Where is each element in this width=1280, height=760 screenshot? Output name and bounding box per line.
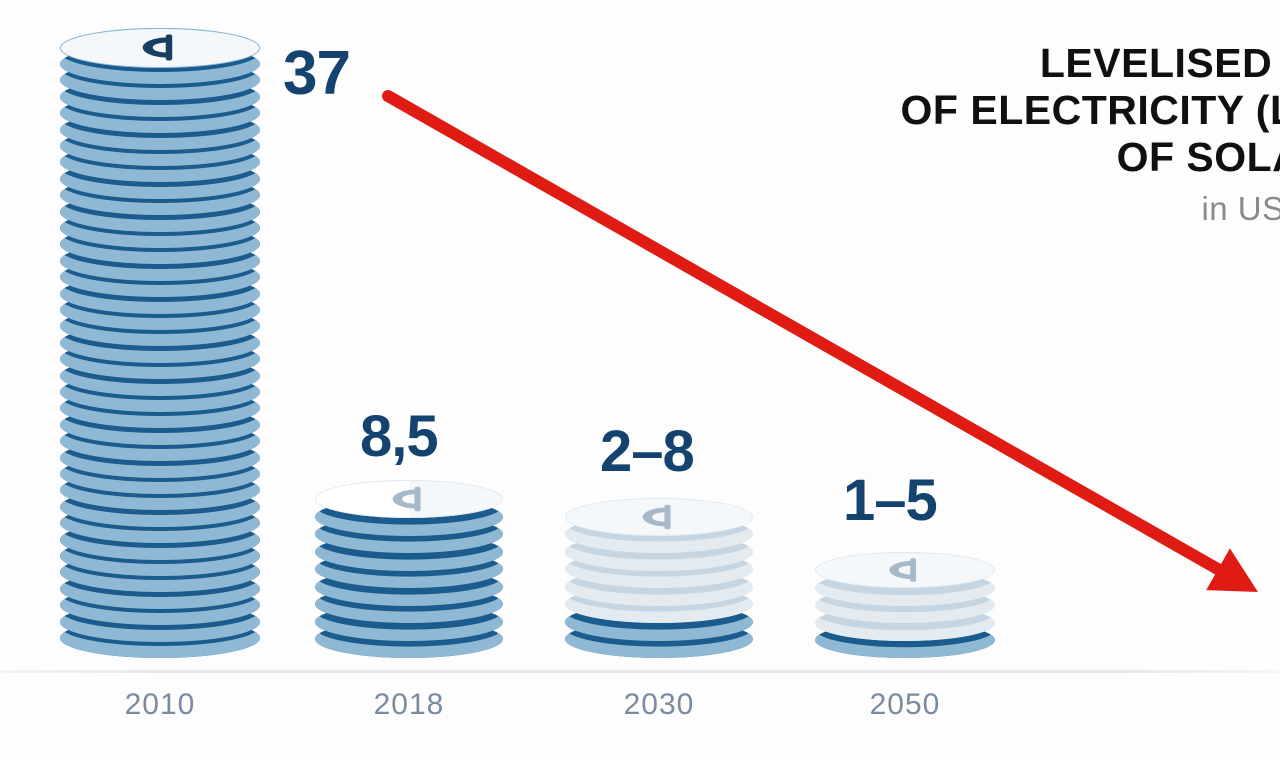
stack-2030	[565, 497, 753, 658]
stack-2050	[815, 552, 995, 658]
value-label-2010: 37	[283, 39, 351, 108]
value-label-2030: 2–8	[600, 419, 695, 484]
subtitle-units: in US¢ / kWh	[1201, 190, 1280, 227]
cent-symbol-icon	[889, 558, 917, 582]
cent-symbol-on-top-coin	[873, 556, 938, 584]
coin-top-face	[60, 27, 260, 68]
cent-symbol-on-top-coin	[625, 502, 693, 532]
arrow-head	[1206, 548, 1258, 592]
cent-symbol-on-top-coin	[375, 484, 443, 514]
cent-symbol-icon	[642, 504, 671, 529]
chart-baseline	[0, 670, 1280, 673]
title-line-3: OF SOLAR PV	[1116, 134, 1280, 180]
year-label-2010: 2010	[124, 688, 196, 721]
year-label-2050: 2050	[869, 688, 941, 721]
stack-2018	[315, 480, 503, 658]
year-label-2030: 2030	[623, 688, 695, 721]
value-label-2050: 1–5	[843, 468, 938, 533]
title-clip-region: LEVELISED COST OF ELECTRICITY (LCOE) OF …	[700, 30, 1280, 300]
title-line-1: LEVELISED COST	[1039, 40, 1280, 86]
cent-symbol-icon	[142, 34, 173, 61]
year-label-2018: 2018	[373, 688, 445, 721]
stack-2010	[60, 27, 260, 658]
title-block: LEVELISED COST OF ELECTRICITY (LCOE) OF …	[700, 40, 1280, 262]
cent-symbol-on-top-coin	[124, 32, 196, 63]
cent-symbol-icon	[392, 486, 421, 512]
value-label-2018: 8,5	[360, 404, 439, 469]
title-line-2: OF ELECTRICITY (LCOE)	[900, 87, 1280, 133]
source-attribution: Source: IRENA	[700, 250, 1280, 262]
